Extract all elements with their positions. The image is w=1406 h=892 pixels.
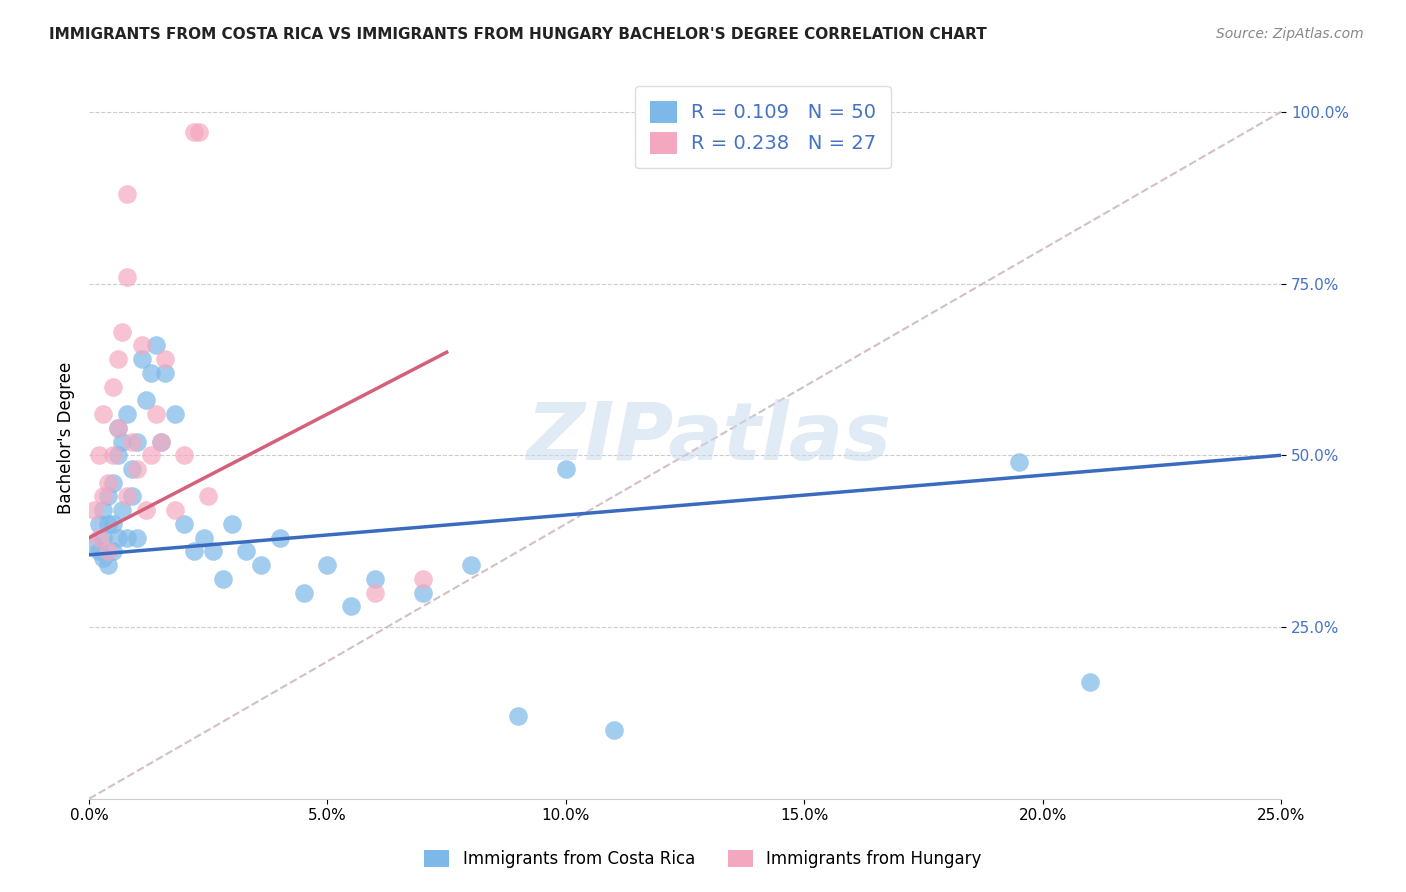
Point — [101, 379, 124, 393]
Point — [412, 585, 434, 599]
Point — [107, 352, 129, 367]
Point — [97, 475, 120, 490]
Text: Source: ZipAtlas.com: Source: ZipAtlas.com — [1216, 27, 1364, 41]
Point — [115, 531, 138, 545]
Point — [155, 366, 177, 380]
Point — [602, 723, 624, 737]
Point — [107, 421, 129, 435]
Point — [125, 434, 148, 449]
Point — [131, 338, 153, 352]
Legend: Immigrants from Costa Rica, Immigrants from Hungary: Immigrants from Costa Rica, Immigrants f… — [418, 843, 988, 875]
Point — [121, 462, 143, 476]
Point — [101, 516, 124, 531]
Point — [149, 434, 172, 449]
Point — [87, 531, 110, 545]
Point — [83, 538, 105, 552]
Point — [111, 503, 134, 517]
Point — [145, 407, 167, 421]
Point — [97, 544, 120, 558]
Point — [269, 531, 291, 545]
Point — [235, 544, 257, 558]
Point — [173, 448, 195, 462]
Point — [107, 448, 129, 462]
Point — [131, 352, 153, 367]
Point — [121, 490, 143, 504]
Point — [249, 558, 271, 573]
Point — [1080, 675, 1102, 690]
Point — [211, 572, 233, 586]
Point — [115, 187, 138, 202]
Point — [135, 393, 157, 408]
Point — [107, 531, 129, 545]
Point — [460, 558, 482, 573]
Point — [93, 531, 115, 545]
Point — [115, 269, 138, 284]
Point — [97, 490, 120, 504]
Point — [364, 572, 387, 586]
Text: ZIPatlas: ZIPatlas — [526, 399, 891, 477]
Point — [121, 434, 143, 449]
Point — [187, 125, 209, 139]
Point — [97, 516, 120, 531]
Point — [101, 475, 124, 490]
Point — [163, 503, 186, 517]
Point — [193, 531, 215, 545]
Point — [97, 558, 120, 573]
Point — [183, 125, 205, 139]
Point — [1008, 455, 1031, 469]
Point — [316, 558, 339, 573]
Point — [183, 544, 205, 558]
Point — [149, 434, 172, 449]
Point — [139, 366, 162, 380]
Point — [125, 462, 148, 476]
Point — [173, 516, 195, 531]
Point — [145, 338, 167, 352]
Point — [87, 544, 110, 558]
Point — [115, 490, 138, 504]
Point — [202, 544, 225, 558]
Point — [83, 503, 105, 517]
Point — [93, 490, 115, 504]
Point — [412, 572, 434, 586]
Point — [197, 490, 219, 504]
Y-axis label: Bachelor's Degree: Bachelor's Degree — [58, 362, 75, 514]
Point — [93, 551, 115, 566]
Point — [87, 448, 110, 462]
Point — [163, 407, 186, 421]
Point — [364, 585, 387, 599]
Point — [292, 585, 315, 599]
Text: IMMIGRANTS FROM COSTA RICA VS IMMIGRANTS FROM HUNGARY BACHELOR'S DEGREE CORRELAT: IMMIGRANTS FROM COSTA RICA VS IMMIGRANTS… — [49, 27, 987, 42]
Point — [111, 325, 134, 339]
Point — [93, 407, 115, 421]
Point — [111, 434, 134, 449]
Point — [107, 421, 129, 435]
Point — [115, 407, 138, 421]
Legend: R = 0.109   N = 50, R = 0.238   N = 27: R = 0.109 N = 50, R = 0.238 N = 27 — [636, 87, 890, 169]
Point — [135, 503, 157, 517]
Point — [101, 448, 124, 462]
Point — [139, 448, 162, 462]
Point — [125, 531, 148, 545]
Point — [155, 352, 177, 367]
Point — [221, 516, 243, 531]
Point — [340, 599, 363, 614]
Point — [508, 709, 530, 723]
Point — [93, 503, 115, 517]
Point — [554, 462, 576, 476]
Point — [87, 516, 110, 531]
Point — [101, 544, 124, 558]
